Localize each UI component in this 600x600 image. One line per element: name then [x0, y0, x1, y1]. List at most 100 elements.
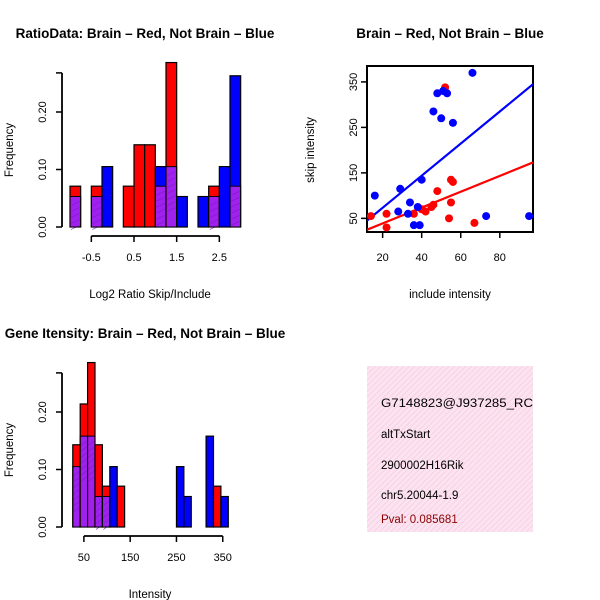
y-tick-label: 0.20 [37, 401, 49, 422]
y-tick-label: 50 [348, 212, 360, 224]
y-tick-label: 150 [348, 164, 360, 182]
overlap-hatch-line [70, 201, 80, 206]
overlap-hatch-line [92, 207, 102, 212]
overlap-hatch-line [166, 177, 176, 182]
overlap-hatch-line [88, 464, 95, 470]
histogram-bar-overlap [88, 436, 95, 527]
scatter-point-brain [470, 218, 479, 227]
x-tick-label: 80 [494, 252, 506, 264]
x-tick-label: 250 [167, 552, 185, 564]
overlap-hatch-line [73, 507, 80, 512]
y-tick-label: 0.10 [37, 159, 49, 180]
histogram-bar-overlap-outline [69, 196, 82, 228]
overlap-hatch-line [92, 219, 102, 224]
x-tick-label: 1.5 [169, 252, 184, 264]
overlap-hatch-line [156, 196, 166, 202]
overlap-hatch-line [92, 201, 102, 206]
scatter-point-not-brain [417, 175, 426, 184]
intensity-histogram-x-label: Intensity [129, 589, 172, 600]
histogram-bar-brain [144, 144, 156, 228]
scatter-point-brain [433, 187, 442, 196]
overlap-hatch-line [209, 207, 219, 212]
overlap-hatch-line [73, 489, 80, 494]
overlap-hatch-line [88, 452, 95, 458]
overlap-hatch-line [230, 190, 240, 196]
overlap-hatch-line [70, 225, 80, 230]
histogram-bar-not-brain [205, 435, 215, 528]
p-value: Pval: 0.085681 [381, 514, 458, 526]
probe-info-panel: G7148823@J937285_RC altTxStart 2900002H1… [367, 366, 533, 532]
overlap-hatch-line [73, 471, 80, 476]
x-tick-label: 40 [416, 252, 428, 264]
overlap-hatch-line [209, 225, 219, 230]
histogram-bar-overlap [73, 466, 80, 527]
intensity-histogram: Gene Itensity: Brain – Red, Not Brain – … [4, 326, 286, 600]
overlap-hatch-line [156, 202, 166, 208]
overlap-hatch-line [88, 470, 95, 476]
overlap-hatch-line [88, 458, 95, 464]
overlap-hatch-line [95, 519, 102, 524]
scatter-point-brain [421, 207, 430, 216]
intensity-scatter: Brain – Red, Not Brain – Blue include in… [305, 26, 544, 301]
overlap-hatch-line [95, 501, 102, 506]
scatter-point-brain [382, 223, 391, 232]
histogram-bar-overlap-outline [229, 185, 242, 228]
scatter-point-not-brain [413, 202, 422, 211]
overlap-hatch-line [95, 525, 102, 530]
x-tick-label: 350 [214, 552, 232, 564]
overlap-hatch-line [95, 507, 102, 512]
scatter-point-not-brain [405, 198, 414, 207]
overlap-hatch-line [156, 190, 166, 196]
overlap-hatch-line [230, 214, 240, 220]
scatter-point-not-brain [448, 118, 457, 127]
overlap-hatch-line [70, 213, 80, 218]
overlap-hatch-line [103, 525, 109, 530]
scatter-y-label: skip intensity [305, 117, 317, 183]
x-tick-label: 0.5 [126, 252, 141, 264]
intensity-histogram-title: Gene Itensity: Brain – Red, Not Brain – … [5, 326, 286, 341]
overlap-hatch-line [70, 207, 80, 212]
scatter-point-not-brain [443, 89, 452, 98]
overlap-hatch-line [209, 201, 219, 206]
histogram-bar-not-brain [101, 166, 114, 228]
scatter-point-brain [448, 177, 457, 186]
y-tick-label: 0.00 [37, 216, 49, 237]
overlap-hatch-line [166, 189, 176, 194]
scatter-point-not-brain [482, 212, 491, 221]
intensity-histogram-y-label: Frequency [4, 423, 16, 478]
histogram-bar-not-brain [175, 466, 185, 528]
overlap-hatch-line [70, 219, 80, 224]
fit-line-not-brain [367, 83, 533, 222]
overlap-hatch-line [166, 183, 176, 188]
histogram-bar-brain [212, 485, 222, 528]
histogram-bar-brain [116, 485, 126, 528]
histogram-bar-overlap [91, 196, 102, 227]
y-tick-label: 0.10 [37, 459, 49, 480]
overlap-hatch-line [103, 501, 109, 506]
overlap-hatch-line [81, 440, 87, 446]
ratio-histogram-y-label: Frequency [4, 123, 16, 178]
y-tick-label: 0.20 [37, 101, 49, 122]
scatter-point-not-brain [404, 209, 413, 218]
histogram-bar-not-brain [183, 495, 192, 528]
x-tick-label: 20 [376, 252, 388, 264]
genomic-location: chr5.20044-1.9 [381, 490, 458, 502]
overlap-hatch-line [230, 196, 240, 202]
y-tick-label: 250 [348, 118, 360, 136]
overlap-hatch-line [156, 214, 166, 220]
probe-id: G7148823@J937285_RC [381, 398, 533, 410]
overlap-hatch-line [156, 220, 166, 226]
scatter-plot-frame [366, 65, 534, 233]
scatter-point-not-brain [370, 191, 379, 200]
y-tick-label: 0.00 [37, 516, 49, 537]
overlap-hatch-line [88, 440, 95, 446]
gene-name: 2900002H16Rik [381, 460, 464, 472]
histogram-bar-not-brain [109, 466, 118, 528]
histogram-bar-not-brain [197, 195, 210, 228]
overlap-hatch-line [166, 207, 176, 212]
overlap-hatch-line [92, 213, 102, 218]
overlap-hatch-line [209, 213, 219, 218]
histogram-bar-overlap [70, 196, 81, 227]
overlap-hatch-line [81, 452, 87, 458]
